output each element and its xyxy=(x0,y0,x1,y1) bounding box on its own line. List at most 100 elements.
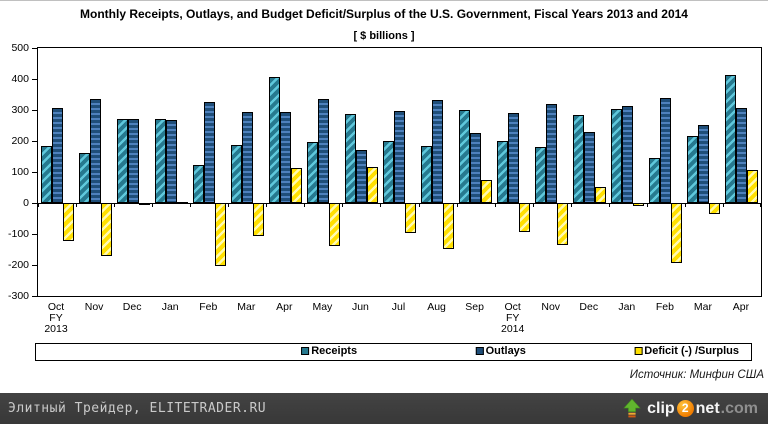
bar-outlays xyxy=(279,111,291,203)
clip2net-logo: clip 2 net .com xyxy=(623,399,758,418)
bar-outlays xyxy=(394,110,405,203)
bar-receipts xyxy=(687,136,699,203)
x-axis-category-label: Aug xyxy=(427,301,446,313)
chart-title: Monthly Receipts, Outlays, and Budget De… xyxy=(80,7,688,21)
bar-receipts xyxy=(154,118,166,203)
bar-deficit-surplus xyxy=(519,203,531,232)
y-axis-tick xyxy=(32,141,37,142)
legend-item-receipts: Receipts xyxy=(301,345,357,357)
x-axis-tick xyxy=(684,203,686,207)
legend-label: Deficit (-) /Surplus xyxy=(644,345,740,357)
bar-outlays xyxy=(622,106,634,203)
bar-deficit-surplus xyxy=(747,169,759,203)
bar-receipts xyxy=(230,145,242,203)
x-axis-labels: Oct FY 2013 Nov Dec Jan Feb Mar Apr May Jun Jul Aug S… xyxy=(37,302,762,340)
legend-key-swatch xyxy=(475,347,484,355)
y-axis-tick xyxy=(32,265,37,266)
bar-receipts xyxy=(192,164,204,203)
x-axis-tick xyxy=(38,203,39,207)
x-axis-category-label: Dec xyxy=(122,301,142,313)
bar-receipts xyxy=(116,119,128,203)
x-axis-tick xyxy=(532,203,534,207)
footer-site-label: Элитный Трейдер, ELITETRADER.RU xyxy=(8,401,267,416)
bar-outlays xyxy=(584,131,596,203)
y-axis-tick-label: -300 xyxy=(7,290,29,302)
upload-arrow-icon xyxy=(623,399,641,418)
y-axis-tick xyxy=(32,48,37,49)
bar-outlays xyxy=(317,98,329,203)
bar-outlays xyxy=(355,150,367,203)
logo-badge-2: 2 xyxy=(676,400,694,417)
x-axis-category-label: Jun xyxy=(351,301,369,313)
x-axis-category-label: Mar xyxy=(693,301,712,313)
bar-receipts xyxy=(535,146,547,203)
y-axis-tick xyxy=(32,79,37,80)
bar-receipts xyxy=(725,74,737,203)
bar-outlays xyxy=(51,107,63,203)
x-axis-category-label: Apr xyxy=(276,301,293,313)
bar-outlays xyxy=(89,99,101,203)
bar-outlays xyxy=(736,107,748,203)
x-axis-tick xyxy=(342,203,344,207)
bar-deficit-surplus xyxy=(62,203,74,242)
bar-deficit-surplus xyxy=(100,203,112,257)
y-axis-tick xyxy=(32,203,37,204)
bar-outlays xyxy=(432,99,444,203)
x-axis-category-label: Jan xyxy=(618,301,636,313)
x-axis-category-label: Nov xyxy=(541,301,561,313)
x-axis-tick xyxy=(418,203,420,207)
y-axis-tick xyxy=(32,234,37,235)
legend-key-swatch xyxy=(301,347,310,355)
chart-legend: Receipts Outlays Deficit (-) /Surplus xyxy=(35,343,752,361)
zero-axis-line xyxy=(38,203,761,204)
x-axis-tick xyxy=(304,203,306,207)
bar-deficit-surplus xyxy=(138,203,150,205)
x-axis-tick xyxy=(570,203,572,207)
legend-key-swatch xyxy=(634,347,643,355)
bar-outlays xyxy=(698,124,710,203)
source-note: Источник: Минфин США xyxy=(629,369,764,381)
bar-deficit-surplus xyxy=(633,203,645,207)
legend-item-outlays: Outlays xyxy=(475,345,526,357)
x-axis-category-label: Jan xyxy=(161,301,179,313)
logo-text-com: .com xyxy=(720,399,758,417)
bar-outlays xyxy=(660,98,672,203)
legend-label: Outlays xyxy=(485,345,526,357)
logo-text-clip: clip xyxy=(647,399,675,417)
y-axis-tick-label: 500 xyxy=(11,42,29,54)
x-axis-tick xyxy=(152,203,154,207)
x-axis-tick xyxy=(228,203,230,207)
x-axis-category-label: May xyxy=(312,301,333,313)
bar-receipts xyxy=(459,109,471,203)
bar-receipts xyxy=(344,114,356,203)
x-axis-tick xyxy=(456,203,458,207)
x-axis-category-label: Mar xyxy=(237,301,256,313)
bar-deficit-surplus xyxy=(671,203,683,264)
bar-outlays xyxy=(470,132,482,203)
bar-outlays xyxy=(508,112,520,203)
x-axis-category-label: Feb xyxy=(655,301,674,313)
bar-deficit-surplus xyxy=(557,203,569,245)
x-axis-category-label: Apr xyxy=(732,301,750,313)
bar-receipts xyxy=(306,141,318,203)
bar-deficit-surplus xyxy=(405,203,416,234)
x-axis-tick xyxy=(76,203,78,207)
x-axis-category-label: Oct FY 2013 xyxy=(44,301,68,335)
x-axis-category-label: Oct FY 2014 xyxy=(500,301,525,335)
y-axis-tick-label: 300 xyxy=(11,104,29,116)
legend-label: Receipts xyxy=(311,345,358,357)
x-axis-tick xyxy=(608,203,610,207)
plot-area xyxy=(32,47,762,297)
bar-receipts xyxy=(268,76,280,203)
x-axis-tick xyxy=(190,203,192,207)
bar-deficit-surplus xyxy=(176,202,188,204)
x-axis-category-label: Jul xyxy=(391,301,406,313)
bar-outlays xyxy=(127,119,139,203)
y-axis-tick-label: 0 xyxy=(23,197,29,209)
bar-deficit-surplus xyxy=(709,203,721,215)
bar-receipts xyxy=(421,145,433,203)
x-axis-category-label: Dec xyxy=(579,301,599,313)
bar-deficit-surplus xyxy=(290,167,302,203)
y-axis-tick xyxy=(32,172,37,173)
